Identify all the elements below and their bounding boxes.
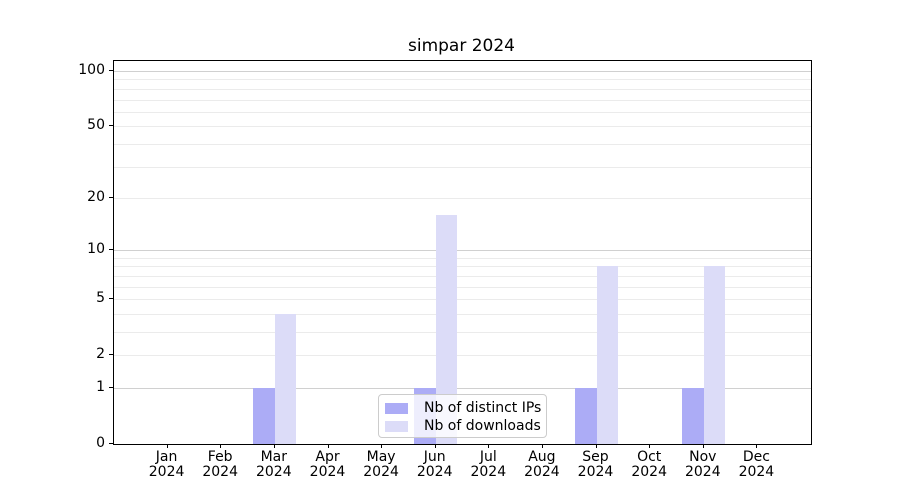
gridline-minor [114,166,811,168]
downloads-swatch [385,420,408,432]
y-tick [109,298,113,300]
x-tick [166,444,168,448]
distinct-ips-swatch [385,402,408,414]
gridline-major [114,71,811,72]
legend-entry: Nb of distinct IPs [379,399,546,417]
gridline-major [114,250,811,252]
y-tick [109,125,113,127]
gridline-minor [114,355,811,357]
legend-label: Nb of distinct IPs [424,400,542,416]
bar-distinct-ips [575,388,597,444]
x-tick-label: Jan 2024 [148,449,185,480]
y-tick-label: 10 [87,241,105,258]
x-tick [649,444,651,448]
y-tick [109,196,113,198]
x-tick [327,444,329,448]
y-tick [109,387,113,388]
x-tick [541,444,543,448]
gridline-minor [114,126,811,128]
x-tick-label: Jul 2024 [470,449,507,480]
x-tick-label: Nov 2024 [684,449,721,480]
x-tick-label: Mar 2024 [255,449,292,480]
gridline-minor [114,197,811,199]
gridline-minor [114,88,811,90]
y-tick-label: 50 [87,117,105,134]
x-tick-label: Aug 2024 [524,449,560,480]
x-tick-label: Dec 2024 [738,449,775,480]
x-tick-label: May 2024 [363,449,399,480]
y-tick [109,249,113,251]
bar-downloads [596,266,618,444]
y-tick-label: 2 [96,346,105,363]
x-tick-label: Apr 2024 [309,449,346,480]
y-tick-label: 5 [96,290,105,307]
y-tick-label: 1 [96,379,105,395]
y-tick [109,70,113,71]
legend-entry: Nb of downloads [379,417,546,435]
gridline-minor [114,79,811,81]
gridline-major [114,388,811,389]
gridline-minor [114,99,811,101]
x-tick-label: Feb 2024 [202,449,238,480]
y-tick [109,354,113,356]
x-tick-label: Oct 2024 [631,449,667,480]
x-tick [756,444,758,448]
x-tick [702,444,704,448]
legend-label: Nb of downloads [424,418,541,434]
bar-downloads [274,313,297,444]
gridline-minor [114,143,811,145]
bar-downloads [703,266,726,444]
gridline-minor [114,286,811,288]
gridline-minor [114,275,811,277]
plot-area [113,60,812,445]
bar-downloads [435,215,458,444]
y-tick [109,443,113,444]
gridline-minor [114,313,811,315]
gridline-minor [114,266,811,268]
bar-distinct-ips [682,388,704,444]
gridline-minor [114,111,811,113]
x-tick [488,444,490,448]
chart-title: simpar 2024 [407,36,515,56]
x-tick [220,444,222,448]
x-tick [381,444,383,448]
gridline-minor [114,332,811,333]
x-tick-label: Jun 2024 [416,449,453,480]
x-tick [273,444,275,448]
legend: Nb of distinct IPs Nb of downloads [378,394,547,438]
y-tick-label: 100 [78,62,105,78]
gridline-minor [114,257,811,259]
x-tick [434,444,436,448]
y-tick-label: 20 [87,188,105,205]
x-tick-label: Sep 2024 [577,449,614,480]
y-tick-label: 0 [96,435,105,451]
gridline-minor [114,299,811,301]
x-tick [595,444,597,448]
bar-distinct-ips [253,388,275,444]
